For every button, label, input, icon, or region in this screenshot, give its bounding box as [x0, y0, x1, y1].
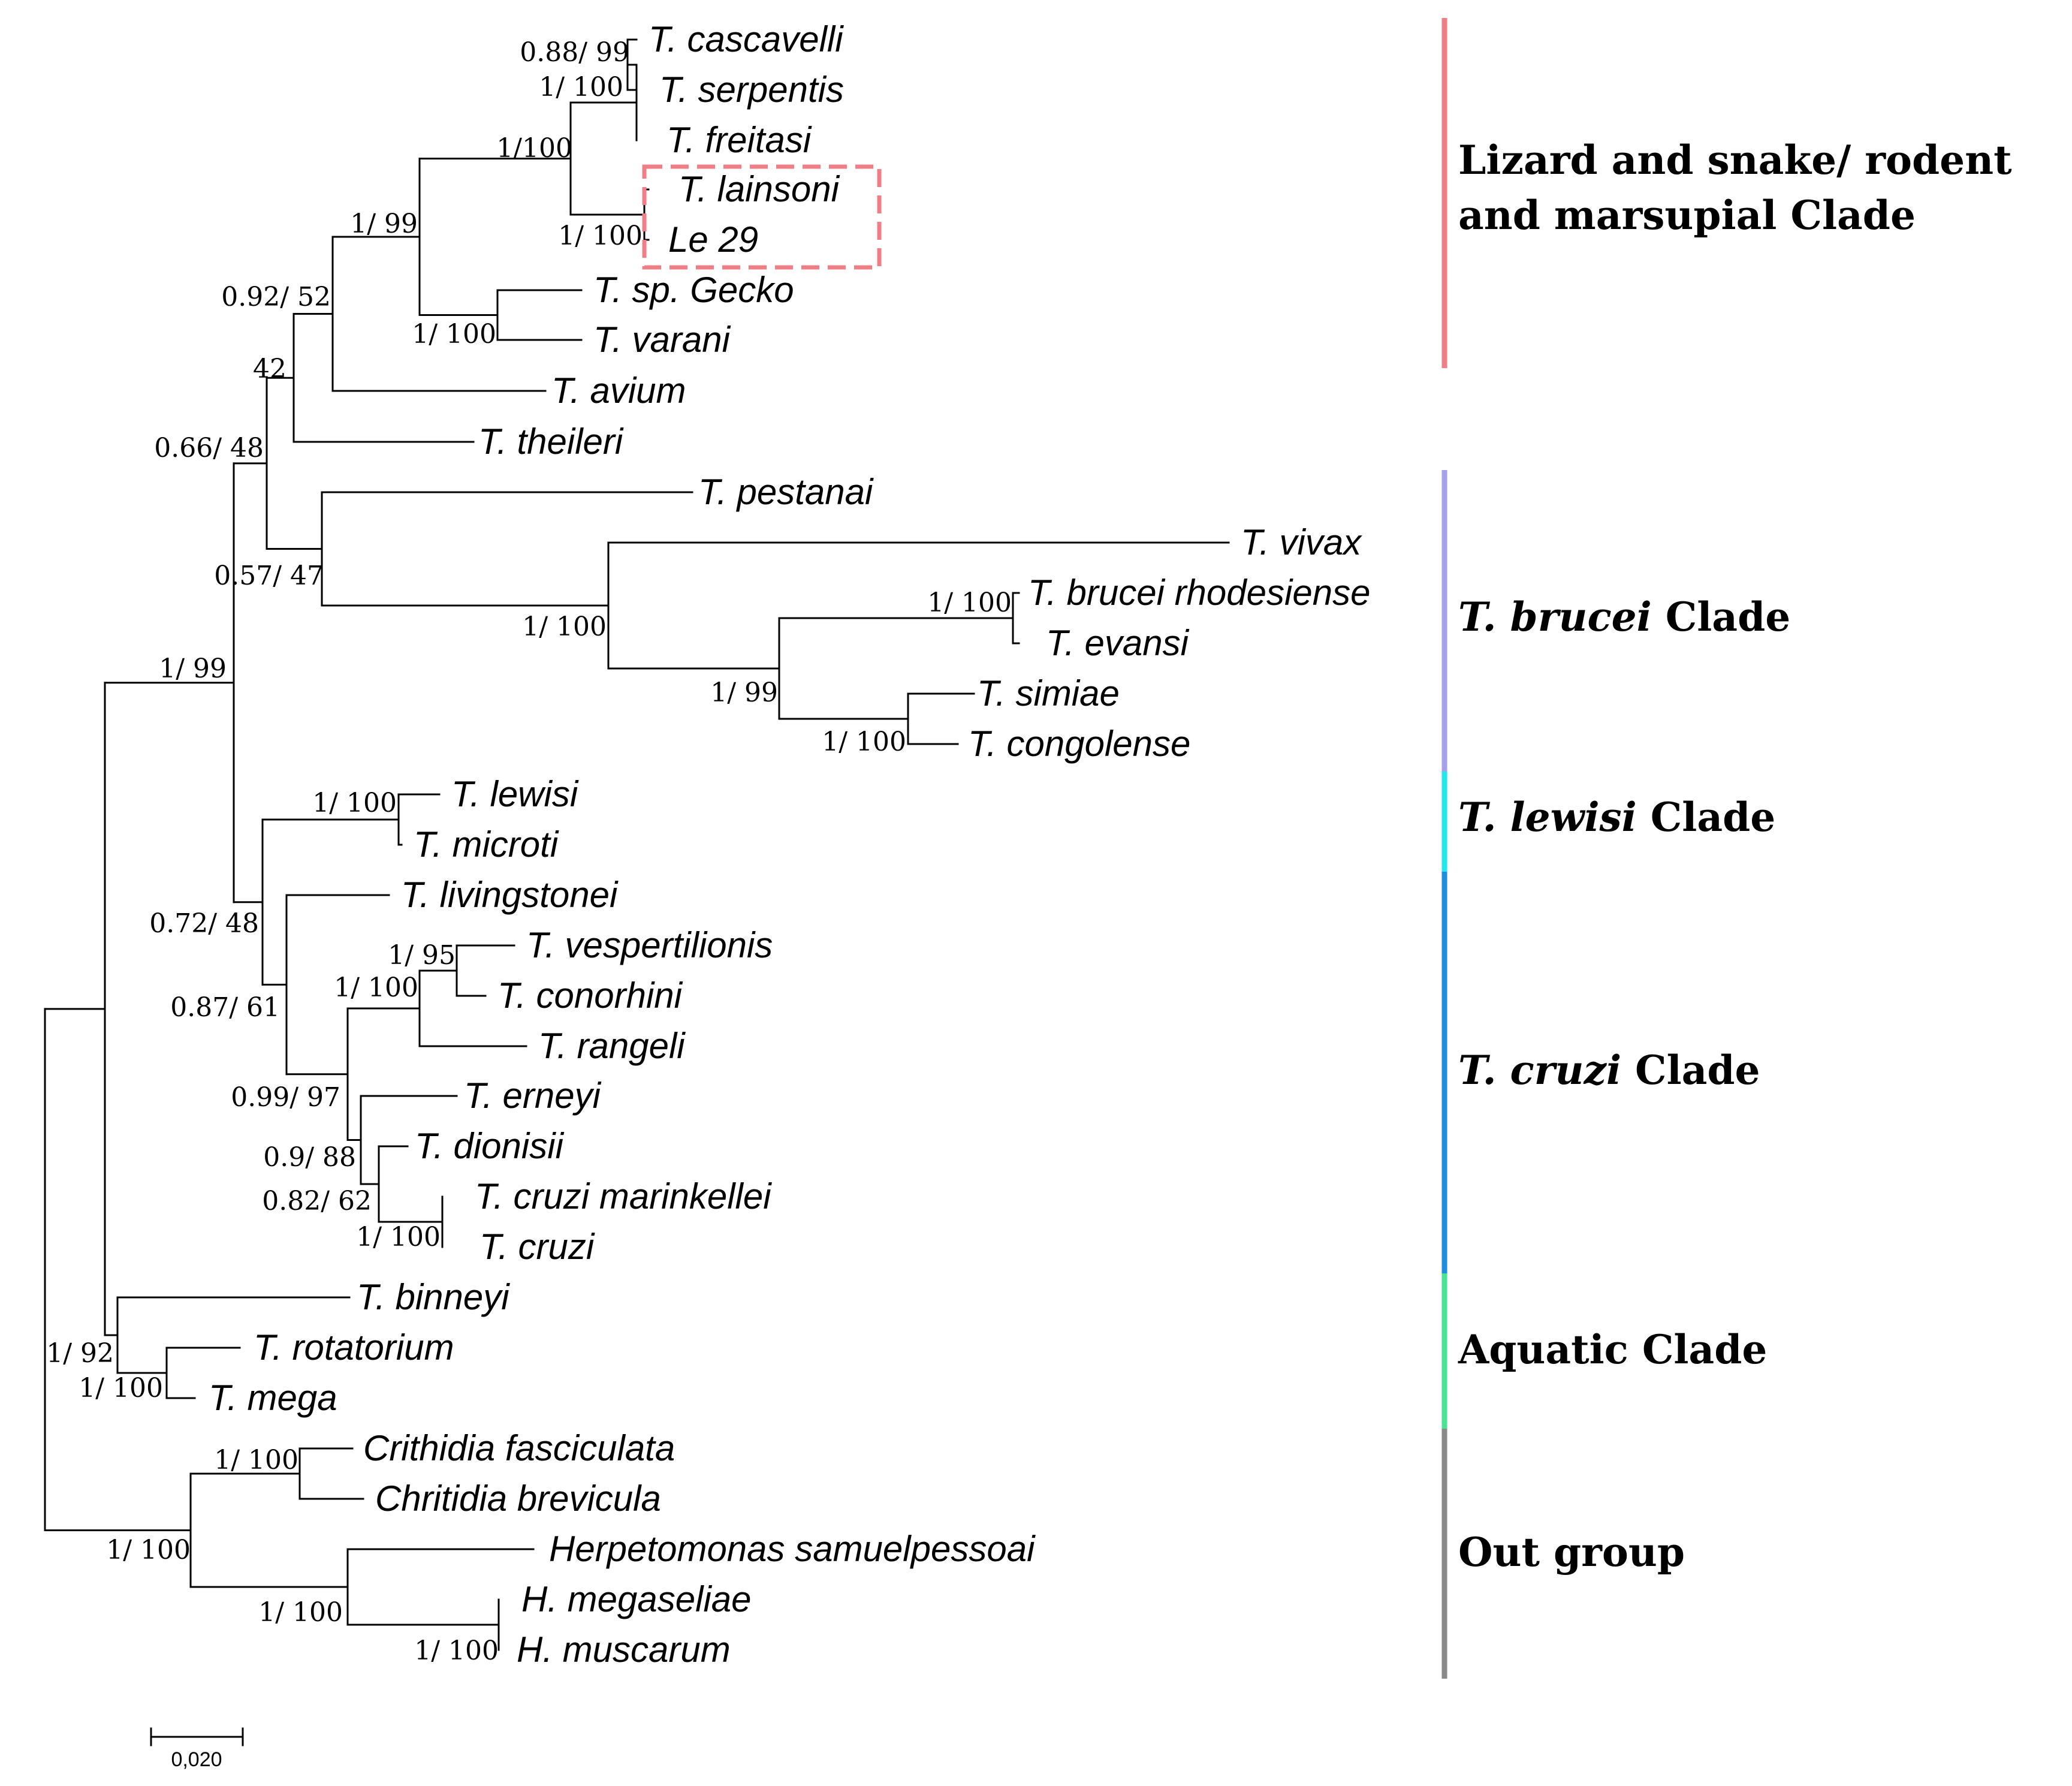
clade-annotations: Lizard and snake/ rodent and marsupial Cl…: [1441, 18, 2012, 1679]
taxon-label: T. varani: [593, 320, 731, 360]
taxon-label: Crithidia fasciculata: [363, 1428, 675, 1468]
taxon-label: T. rangeli: [538, 1026, 686, 1066]
support-value: 1/ 100: [214, 1445, 298, 1475]
taxon-label: T. serpentis: [659, 70, 844, 110]
support-value: 0.82/ 62: [262, 1186, 372, 1216]
support-value: 1/ 100: [312, 788, 397, 818]
taxon-label: T. sp. Gecko: [593, 270, 794, 310]
taxon-label: T. vespertilionis: [526, 925, 773, 965]
support-value: 1/ 100: [356, 1222, 441, 1252]
taxon-label: T. lewisi: [451, 774, 579, 814]
scale-bar-label: 0,020: [171, 1748, 222, 1771]
taxon-label: H. muscarum: [517, 1630, 731, 1670]
taxon-label: T. binneyi: [357, 1277, 510, 1317]
support-value: 1/ 100: [334, 972, 418, 1003]
support-value: 1/ 99: [710, 677, 778, 708]
support-value: 1/ 100: [558, 221, 643, 251]
taxon-label: T. avium: [551, 371, 686, 411]
clade-label: Lizard and snake/ rodent and marsupial Cl…: [1458, 137, 2012, 239]
support-value: 1/ 100: [927, 588, 1012, 618]
clade-label: Out group: [1458, 1529, 1685, 1576]
support-value: 1/ 95: [388, 940, 456, 971]
taxon-label: T. erneyi: [464, 1076, 602, 1116]
support-value: 1/ 100: [822, 727, 906, 757]
taxon-label: T. microti: [414, 824, 559, 865]
support-value: 0.72/ 48: [149, 908, 259, 939]
support-value: 1/ 100: [414, 1636, 499, 1666]
taxon-label: T. theileri: [478, 421, 624, 462]
taxon-label: Le 29: [668, 219, 758, 260]
taxon-label: T. simiae: [977, 673, 1120, 713]
scale-bar: 0,020: [150, 1727, 244, 1771]
taxon-label: T. cruzi marinkellei: [475, 1176, 772, 1216]
support-value: 0.9/ 88: [263, 1142, 356, 1173]
taxon-label: T. mega: [209, 1378, 337, 1418]
taxon-label: T. congolense: [968, 724, 1190, 764]
taxon-label: T. rotatorium: [254, 1327, 454, 1368]
taxon-label: T. vivax: [1241, 522, 1362, 562]
taxon-label: T. evansi: [1046, 623, 1190, 663]
support-value: 1/ 100: [258, 1597, 343, 1628]
support-value: 1/ 99: [350, 209, 418, 239]
support-value: 1/ 99: [159, 653, 227, 684]
support-value: 42: [253, 354, 286, 384]
taxon-label: Herpetomonas samuelpessoai: [549, 1529, 1036, 1569]
clade-label: Aquatic Clade: [1458, 1326, 1767, 1373]
support-value: 0.99/ 97: [231, 1082, 340, 1113]
clade-label: T. brucei Clade: [1458, 594, 1790, 640]
taxon-label: H. megaseliae: [521, 1579, 752, 1619]
taxon-label: T. livingstonei: [401, 875, 619, 915]
support-value: 0.87/ 61: [170, 992, 280, 1023]
support-value: 1/ 92: [46, 1338, 114, 1369]
support-value: 0.88/ 99: [520, 37, 629, 68]
support-value: 0.92/ 52: [221, 282, 331, 312]
clade-label: T. cruzi Clade: [1458, 1047, 1760, 1094]
taxon-label: T. lainsoni: [678, 169, 840, 209]
support-value: 1/100: [496, 133, 572, 164]
taxon-label: T. freitasi: [666, 120, 812, 160]
support-values: 0.88/ 99 1/ 100 1/100 1/ 100 1/ 99 1/ 100 0.92…: [46, 37, 1012, 1666]
taxon-label: T. cascavelli: [649, 19, 844, 59]
taxon-label: T. brucei rhodesiense: [1028, 573, 1370, 613]
support-value: 0.66/ 48: [154, 433, 264, 463]
highlight-box: [642, 164, 882, 270]
support-value: 1/ 100: [522, 612, 607, 642]
taxon-label: T. conorhini: [497, 975, 683, 1016]
taxon-label: Chritidia brevicula: [375, 1478, 661, 1519]
support-value: 1/ 100: [412, 319, 496, 350]
taxon-label: T. cruzi: [479, 1227, 595, 1267]
taxon-label: T. dionisii: [415, 1126, 565, 1166]
support-value: 0.57/ 47: [214, 561, 324, 591]
taxon-label: T. pestanai: [698, 472, 874, 512]
support-value: 1/ 100: [106, 1535, 191, 1565]
tree-branches: [44, 38, 1230, 1651]
support-value: 1/ 100: [79, 1373, 163, 1403]
taxon-labels: T. cascavelli T. serpentis T. freitasi T. l…: [209, 19, 1370, 1670]
clade-label: T. lewisi Clade: [1458, 794, 1775, 841]
support-value: 1/ 100: [539, 72, 623, 103]
